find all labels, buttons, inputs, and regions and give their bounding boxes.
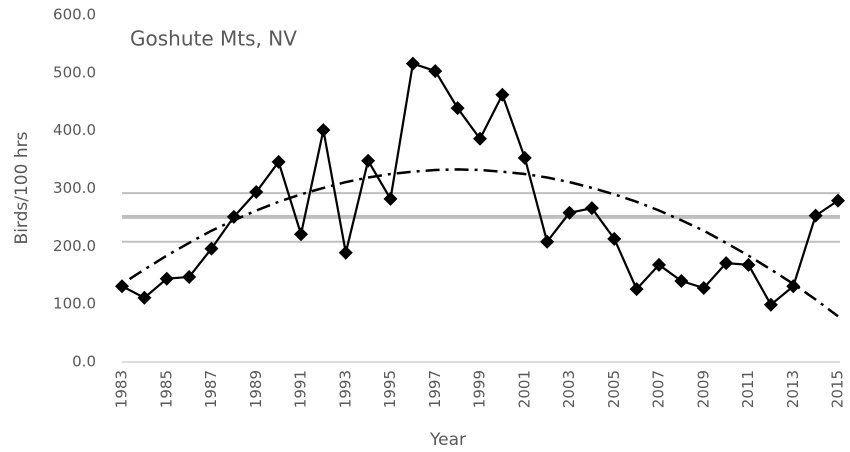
x-tick-label: 1987 bbox=[202, 370, 220, 408]
x-tick-label: 2003 bbox=[560, 370, 578, 408]
y-tick-label: 100.0 bbox=[53, 295, 96, 313]
marker bbox=[607, 231, 622, 246]
x-tick-label: 1989 bbox=[247, 370, 265, 408]
trend-line bbox=[121, 168, 839, 318]
marker bbox=[159, 271, 174, 286]
x-tick-label: 2007 bbox=[650, 370, 668, 408]
marker bbox=[249, 184, 264, 199]
data-line bbox=[121, 62, 839, 307]
marker bbox=[383, 191, 398, 206]
marker bbox=[204, 241, 219, 256]
marker bbox=[294, 227, 308, 242]
marker bbox=[719, 256, 734, 271]
marker bbox=[562, 205, 577, 220]
marker bbox=[450, 101, 465, 116]
y-tick-label: 0.0 bbox=[72, 353, 96, 371]
y-tick-label: 400.0 bbox=[53, 121, 96, 139]
marker bbox=[831, 193, 845, 208]
marker bbox=[182, 269, 197, 284]
x-tick-label: 2009 bbox=[694, 370, 712, 408]
x-tick-label: 2005 bbox=[605, 370, 623, 408]
marker bbox=[584, 201, 599, 216]
marker bbox=[361, 153, 376, 168]
y-axis-label: Birds/100 hrs bbox=[12, 131, 32, 244]
marker bbox=[137, 290, 152, 305]
marker bbox=[629, 282, 644, 297]
x-tick-label: 2015 bbox=[829, 370, 847, 408]
marker bbox=[338, 245, 353, 260]
marker bbox=[405, 56, 420, 71]
marker bbox=[763, 297, 778, 312]
marker bbox=[271, 154, 286, 169]
y-tick-label: 300.0 bbox=[53, 179, 96, 197]
x-tick-label: 1993 bbox=[336, 370, 354, 408]
x-tick-label: 1997 bbox=[426, 370, 444, 408]
marker bbox=[517, 150, 532, 165]
x-tick-label: 2001 bbox=[515, 370, 533, 408]
y-tick-label: 500.0 bbox=[53, 63, 96, 81]
marker bbox=[696, 280, 711, 295]
marker bbox=[316, 123, 331, 138]
x-tick-label: 1995 bbox=[381, 370, 399, 408]
marker bbox=[495, 87, 510, 102]
x-tick-label: 1983 bbox=[113, 370, 131, 408]
marker bbox=[428, 64, 443, 79]
marker bbox=[115, 279, 129, 294]
y-tick-label: 600.0 bbox=[53, 6, 96, 24]
marker bbox=[540, 234, 555, 249]
y-tick-label: 200.0 bbox=[53, 237, 96, 255]
marker bbox=[652, 257, 666, 272]
x-tick-label: 1999 bbox=[471, 370, 489, 408]
marker bbox=[473, 131, 487, 146]
marker bbox=[226, 209, 241, 224]
x-tick-label: 2011 bbox=[739, 370, 757, 408]
x-tick-label: 2013 bbox=[784, 370, 802, 408]
marker bbox=[741, 257, 756, 272]
marker bbox=[808, 208, 823, 223]
x-tick-label: 1985 bbox=[157, 370, 175, 408]
chart-annotation: Goshute Mts, NV bbox=[130, 27, 297, 51]
marker bbox=[674, 274, 689, 289]
x-axis-label: Year bbox=[429, 430, 466, 450]
x-tick-label: 1991 bbox=[292, 370, 310, 408]
